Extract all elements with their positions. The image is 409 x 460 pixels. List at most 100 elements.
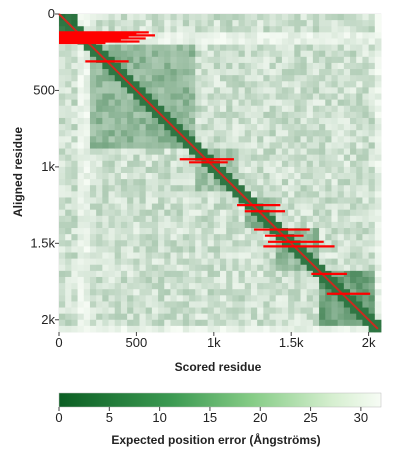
heatmap-cell	[312, 246, 320, 253]
heatmap-cell	[59, 26, 66, 33]
heatmap-cell	[288, 221, 295, 229]
heatmap-cell	[350, 99, 357, 107]
heatmap-cell	[158, 130, 165, 137]
heatmap-cell	[133, 160, 140, 168]
heatmap-cell	[300, 221, 308, 229]
heatmap-cell	[263, 191, 270, 198]
heatmap-cell	[263, 154, 270, 162]
heatmap-cell	[102, 124, 109, 131]
heatmap-cell	[220, 301, 227, 308]
heatmap-cell	[83, 319, 91, 327]
heatmap-cell	[263, 38, 270, 45]
colorbar-ticks: 0 5 10 15 20 25 30	[55, 407, 368, 425]
heatmap-cell	[108, 173, 116, 180]
heatmap-cell	[77, 166, 85, 174]
heatmap-cell	[300, 20, 308, 27]
heatmap-cell	[294, 26, 301, 33]
heatmap-cell	[325, 307, 332, 315]
heatmap-cell	[275, 270, 283, 278]
y-tick-label: 2k	[41, 312, 55, 327]
heatmap-cell	[244, 117, 252, 125]
heatmap-cell	[170, 246, 178, 253]
heatmap-cell	[77, 264, 85, 272]
heatmap-cell	[362, 105, 370, 113]
heatmap-cell	[356, 270, 363, 278]
heatmap-cell	[114, 50, 122, 58]
heatmap-cell	[114, 93, 122, 101]
heatmap-cell	[102, 99, 109, 107]
heatmap-cell	[220, 69, 227, 76]
heatmap-cell	[288, 179, 295, 186]
heatmap-cell	[362, 197, 370, 204]
heatmap-cell	[331, 124, 339, 131]
heatmap-cell	[96, 148, 103, 156]
heatmap-cell	[232, 62, 239, 70]
heatmap-cell	[83, 289, 91, 296]
heatmap-cell	[108, 185, 116, 192]
heatmap-cell	[368, 75, 376, 82]
heatmap-cell	[127, 215, 134, 223]
heatmap-cell	[294, 234, 301, 241]
heatmap-cell	[96, 295, 103, 302]
heatmap-cell	[350, 93, 357, 101]
heatmap-cell	[220, 258, 227, 266]
heatmap-cell	[114, 56, 122, 64]
heatmap-cell	[158, 26, 165, 33]
heatmap-cell	[250, 87, 258, 94]
heatmap-cell	[127, 69, 134, 76]
heatmap-cell	[343, 215, 351, 223]
heatmap-cell	[59, 203, 66, 211]
heatmap-cell	[250, 154, 258, 162]
heatmap-cell	[145, 62, 153, 70]
heatmap-cell	[189, 221, 196, 229]
heatmap-cell	[300, 160, 308, 168]
heatmap-cell	[96, 283, 103, 290]
heatmap-cell	[350, 179, 357, 186]
heatmap-cell	[325, 56, 332, 64]
heatmap-cell	[139, 160, 147, 168]
heatmap-cell	[312, 69, 320, 76]
heatmap-cell	[71, 325, 78, 333]
heatmap-cell	[145, 148, 153, 156]
heatmap-cell	[368, 240, 376, 247]
heatmap-cell	[71, 44, 78, 52]
heatmap-cell	[114, 130, 122, 137]
heatmap-cell	[312, 221, 320, 229]
heatmap-cell	[350, 111, 357, 119]
heatmap-cell	[220, 203, 227, 211]
heatmap-cell	[356, 50, 363, 58]
heatmap-cell	[312, 62, 320, 70]
heatmap-cell	[300, 142, 308, 149]
heatmap-cell	[89, 203, 97, 211]
heatmap-cell	[201, 56, 209, 64]
heatmap-cell	[232, 154, 239, 162]
heatmap-cell	[356, 105, 363, 113]
heatmap-cell	[213, 307, 221, 315]
heatmap-cell	[133, 50, 140, 58]
heatmap-cell	[139, 319, 147, 327]
heatmap-cell	[102, 234, 109, 241]
heatmap-cell	[300, 69, 308, 76]
heatmap-cell	[182, 289, 190, 296]
heatmap-cell	[65, 191, 72, 198]
heatmap-cell	[244, 44, 252, 52]
heatmap-cell	[213, 117, 221, 125]
heatmap-cell	[226, 124, 233, 131]
heatmap-cell	[195, 81, 202, 88]
heatmap-cell	[108, 99, 116, 107]
heatmap-cell	[226, 246, 233, 253]
heatmap-cell	[250, 215, 258, 223]
heatmap-cell	[288, 124, 295, 131]
heatmap-cell	[337, 313, 345, 321]
heatmap-cell	[207, 258, 215, 266]
heatmap-cell	[281, 215, 289, 223]
heatmap-cell	[96, 203, 103, 211]
heatmap-cell	[151, 50, 159, 58]
heatmap-cell	[77, 81, 85, 88]
heatmap-cell	[170, 14, 178, 21]
heatmap-cell	[294, 99, 301, 107]
heatmap-cell	[201, 117, 209, 125]
heatmap-cell	[59, 160, 66, 168]
heatmap-cell	[269, 136, 277, 143]
heatmap-cell	[158, 75, 165, 82]
